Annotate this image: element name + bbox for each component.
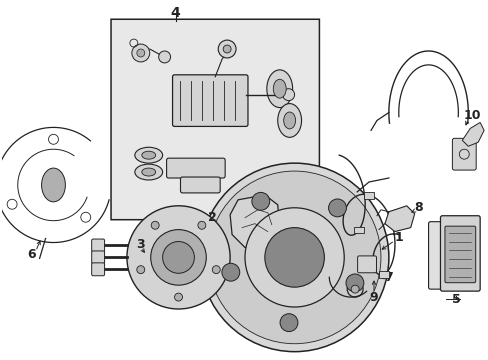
FancyBboxPatch shape [172, 75, 247, 126]
FancyBboxPatch shape [444, 226, 475, 283]
Circle shape [200, 163, 388, 352]
Text: 6: 6 [27, 248, 36, 261]
Bar [378, 271, 388, 278]
FancyBboxPatch shape [166, 158, 224, 178]
FancyBboxPatch shape [180, 177, 220, 193]
Text: 7: 7 [384, 271, 392, 284]
Text: 9: 9 [369, 291, 378, 303]
Circle shape [264, 228, 324, 287]
Polygon shape [461, 122, 483, 146]
Text: 5: 5 [451, 293, 460, 306]
Circle shape [223, 45, 231, 53]
Circle shape [174, 293, 182, 301]
Bar [363, 192, 373, 199]
Ellipse shape [277, 104, 301, 137]
Circle shape [350, 285, 358, 293]
Bar [354, 226, 364, 234]
Circle shape [137, 49, 144, 57]
Ellipse shape [266, 70, 292, 108]
Polygon shape [111, 19, 319, 220]
Circle shape [212, 266, 220, 274]
FancyBboxPatch shape [451, 138, 475, 170]
FancyBboxPatch shape [92, 239, 104, 252]
FancyBboxPatch shape [92, 251, 104, 264]
Circle shape [163, 242, 194, 273]
Polygon shape [230, 195, 279, 247]
Polygon shape [384, 206, 414, 231]
Text: 3: 3 [136, 238, 145, 251]
FancyBboxPatch shape [427, 222, 463, 289]
Text: 1: 1 [394, 231, 402, 244]
Circle shape [150, 230, 206, 285]
Circle shape [328, 199, 346, 217]
Circle shape [127, 206, 230, 309]
Ellipse shape [41, 168, 65, 202]
Text: 2: 2 [207, 211, 216, 224]
Ellipse shape [135, 147, 163, 163]
Circle shape [244, 208, 344, 307]
Circle shape [198, 221, 205, 229]
FancyBboxPatch shape [357, 256, 376, 273]
Text: 10: 10 [463, 109, 480, 122]
Circle shape [280, 314, 297, 332]
Circle shape [218, 40, 236, 58]
Circle shape [137, 266, 144, 274]
FancyBboxPatch shape [440, 216, 479, 291]
Circle shape [222, 263, 239, 281]
FancyBboxPatch shape [92, 263, 104, 276]
Text: 4: 4 [170, 6, 180, 20]
Circle shape [346, 274, 363, 292]
Circle shape [282, 89, 294, 100]
Circle shape [132, 44, 149, 62]
Ellipse shape [142, 151, 155, 159]
Circle shape [158, 51, 170, 63]
Ellipse shape [283, 112, 295, 129]
Ellipse shape [273, 79, 285, 98]
Circle shape [151, 221, 159, 229]
Ellipse shape [135, 164, 163, 180]
Ellipse shape [142, 168, 155, 176]
Circle shape [208, 171, 380, 344]
Circle shape [251, 192, 269, 210]
Text: 8: 8 [413, 201, 422, 214]
